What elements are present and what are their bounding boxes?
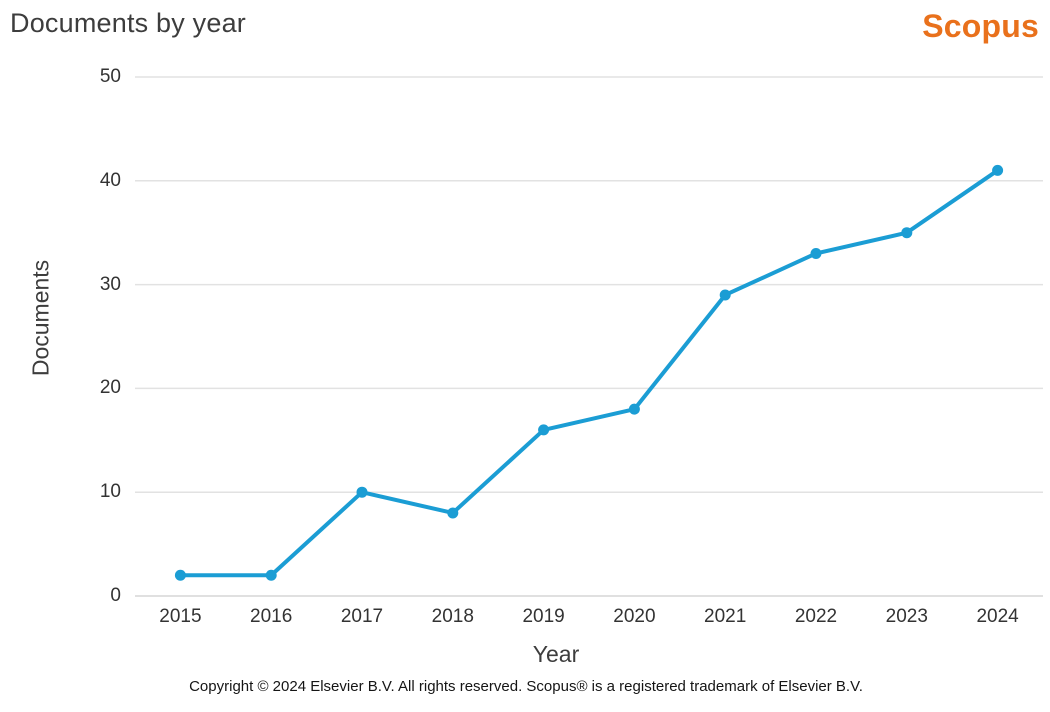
copyright-text: Copyright © 2024 Elsevier B.V. All right… (189, 678, 863, 695)
x-tick-label-2020: 2020 (613, 606, 656, 627)
line-series-documents (178, 168, 1000, 578)
x-tick-label-2021: 2021 (704, 606, 747, 627)
x-tick-label-2018: 2018 (431, 606, 474, 627)
data-point-2023[interactable] (901, 227, 913, 239)
x-tick-label-2022: 2022 (794, 606, 838, 627)
x-tick-label-2019: 2019 (522, 606, 565, 627)
x-axis-title: Year (532, 641, 580, 667)
data-point-2022[interactable] (810, 247, 822, 259)
y-tick-label-20: 20 (99, 377, 121, 399)
x-tick-label-2016: 2016 (250, 606, 293, 627)
data-point-2018[interactable] (447, 507, 459, 519)
data-point-2019[interactable] (538, 424, 550, 436)
y-tick-label-30: 30 (99, 273, 121, 295)
y-axis-title: Documents (27, 259, 54, 377)
y-tick-label-10: 10 (99, 481, 121, 503)
data-point-2017[interactable] (356, 486, 368, 498)
data-point-2021[interactable] (719, 289, 731, 301)
data-point-2024[interactable] (992, 164, 1004, 176)
x-tick-label-2017: 2017 (340, 606, 384, 627)
data-point-2016[interactable] (265, 569, 277, 581)
y-tick-label-40: 40 (99, 169, 121, 191)
scopus-logo: Scopus (922, 8, 1039, 44)
x-tick-label-2024: 2024 (976, 606, 1019, 627)
x-tick-label-2023: 2023 (885, 606, 928, 627)
y-tick-label-50: 50 (99, 66, 121, 87)
x-tick-label-2015: 2015 (159, 606, 202, 627)
y-tick-label-0: 0 (110, 585, 121, 606)
data-point-2020[interactable] (628, 403, 640, 415)
chart-title: Documents by year (10, 8, 246, 38)
data-point-2015[interactable] (174, 569, 186, 581)
